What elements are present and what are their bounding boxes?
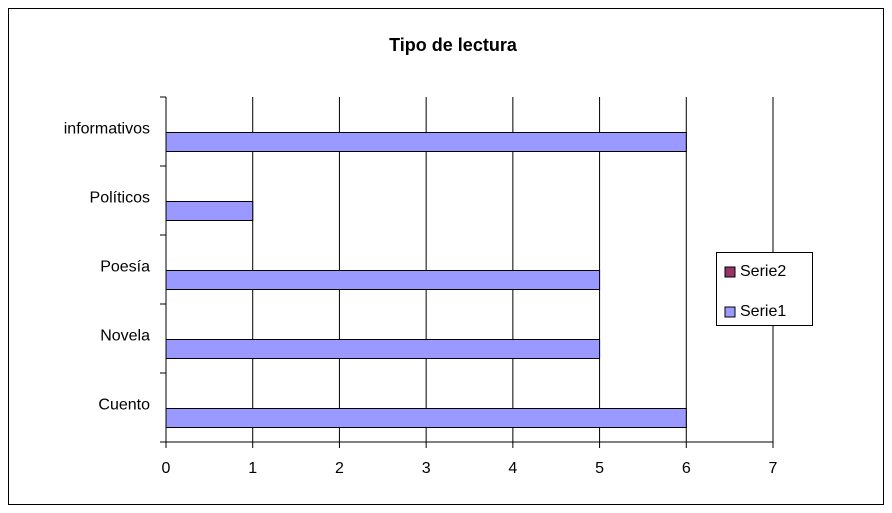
legend-swatch — [724, 306, 736, 318]
y-tick-label: Políticos — [90, 190, 150, 207]
x-tick-label: 6 — [682, 460, 691, 477]
y-tick-label: Cuento — [98, 397, 150, 414]
chart-title: Tipo de lectura — [389, 35, 518, 55]
legend-label: Serie2 — [740, 263, 786, 280]
x-tick-label: 5 — [595, 460, 604, 477]
legend-label: Serie1 — [740, 303, 786, 320]
bar — [165, 339, 601, 359]
bar — [165, 270, 601, 290]
y-tick-label: Novela — [100, 328, 150, 345]
bar — [165, 132, 687, 152]
x-tick-label: 4 — [508, 460, 517, 477]
y-tick-label: informativos — [64, 121, 150, 138]
bar — [165, 201, 254, 221]
y-tick-label: Poesía — [100, 259, 150, 276]
legend-swatch — [724, 266, 736, 278]
x-tick-label: 1 — [248, 460, 257, 477]
x-tick-label: 3 — [422, 460, 431, 477]
x-tick-label: 0 — [162, 460, 171, 477]
x-tick-label: 7 — [769, 460, 778, 477]
bar — [165, 408, 687, 428]
x-tick-label: 2 — [335, 460, 344, 477]
